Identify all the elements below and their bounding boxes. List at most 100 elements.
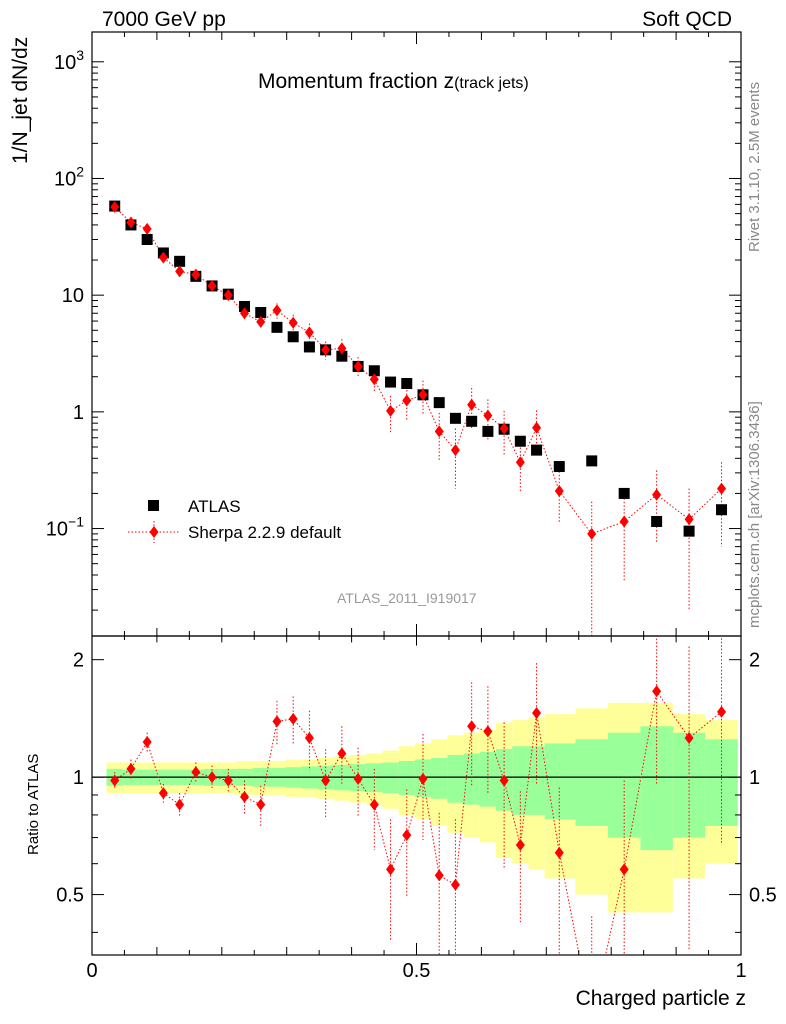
ratio-point: [499, 774, 509, 787]
ratio-point: [288, 712, 298, 725]
ratio-point: [207, 771, 217, 784]
band-stat-17: [382, 762, 399, 794]
ratio-point: [652, 685, 662, 698]
atlas-point: [466, 415, 478, 427]
atlas-point: [586, 455, 598, 467]
x-axis-label: Charged particle z: [575, 987, 746, 1010]
ratio-y-tick-label-left: 0.5: [56, 885, 84, 907]
atlas-point: [303, 341, 315, 353]
atlas-point: [287, 331, 299, 343]
sherpa-point: [717, 482, 727, 495]
ratio-uncertainty-bands: [106, 702, 738, 913]
ratio-point: [272, 715, 282, 728]
main-y-tick-label-base: 10: [46, 519, 68, 541]
main-series: [109, 200, 728, 636]
band-stat-26: [528, 746, 545, 815]
sherpa-point: [158, 251, 168, 264]
band-stat-16: [366, 763, 383, 793]
ratio-point: [450, 878, 460, 891]
band-stat-23: [479, 751, 497, 807]
sherpa-point: [499, 422, 509, 435]
ratio-point: [619, 863, 629, 876]
ratio-point: [467, 720, 477, 733]
x-tick-label: 0.5: [403, 960, 431, 982]
axis-ticks: [91, 32, 742, 955]
sherpa-point: [110, 200, 120, 213]
sherpa-point: [223, 289, 233, 302]
main-y-tick-label-exponent: 2: [76, 163, 84, 179]
ratio-point: [191, 766, 201, 779]
ratio-point: [587, 1013, 596, 1024]
band-stat-28: [575, 739, 608, 826]
sherpa-point: [554, 484, 564, 497]
sherpa-point: [386, 404, 396, 417]
band-stat-27: [544, 743, 576, 820]
sherpa-point: [337, 342, 347, 355]
sherpa-point: [126, 216, 136, 229]
ratio-y-axis-label: Ratio to ATLAS: [25, 753, 42, 855]
main-y-tick-label-exponent: 3: [76, 47, 84, 63]
sherpa-point: [369, 373, 379, 386]
sherpa-point: [418, 388, 428, 401]
sherpa-point: [483, 409, 493, 422]
ratio-point: [240, 790, 250, 803]
sherpa-point: [240, 307, 250, 320]
main-frame: [91, 31, 742, 637]
ratio-point: [483, 725, 493, 738]
main-y-tick-label-base: 10: [54, 168, 76, 190]
ratio-point: [369, 798, 379, 811]
atlas-point: [514, 435, 526, 447]
main-y-axis-label: 1/N_jet dN/dz: [9, 37, 33, 164]
ratio-y-tick-label-right: 0.5: [749, 885, 777, 907]
sherpa-point: [434, 425, 444, 438]
atlas-point: [449, 412, 461, 424]
main-y-tick-label-base: 10: [62, 285, 84, 307]
energy-label: 7000 GeV pp: [102, 8, 226, 31]
legend-sherpa-marker: [149, 526, 159, 538]
sherpa-point: [515, 456, 525, 469]
x-tick-label: 1: [735, 960, 746, 982]
ratio-point: [353, 772, 363, 785]
ratio-y-tick-label-left: 2: [73, 650, 84, 672]
band-stat-21: [447, 754, 464, 803]
sherpa-point: [684, 513, 694, 526]
ratio-point: [434, 869, 444, 882]
band-stat-18: [398, 760, 415, 795]
ratio-series: [110, 636, 727, 1024]
mcplots-label: mcplots.cern.ch [arXiv:1306.3436]: [746, 401, 763, 628]
sherpa-point: [191, 268, 201, 281]
main-y-tick-label-exponent: −1: [68, 514, 84, 530]
main-y-tick-label: 1: [73, 402, 84, 424]
rivet-version-label: Rivet 3.1.10, 2.5M events: [746, 81, 763, 252]
ratio-point: [386, 863, 396, 876]
band-stat-20: [431, 757, 448, 799]
ratio-point: [418, 772, 428, 785]
band-stat-31: [672, 732, 706, 838]
ratio-point: [110, 774, 120, 787]
atlas-point: [368, 365, 380, 377]
ratio-y-tick-label-right: 2: [749, 650, 760, 672]
main-y-tick-label: 103: [54, 47, 84, 74]
process-label: Soft QCD: [642, 8, 732, 31]
x-tick-label: 0: [86, 960, 97, 982]
main-y-tick-label: 10−1: [46, 514, 84, 541]
plot-title-main: Momentum fraction z: [258, 70, 455, 93]
atlas-point: [271, 321, 283, 333]
ratio-point: [158, 787, 168, 800]
atlas-point: [531, 444, 543, 456]
main-y-axis-label-text: 1/N_jet dN/dz: [9, 36, 32, 164]
atlas-point: [618, 487, 630, 499]
ratio-point: [717, 705, 727, 718]
band-stat-22: [463, 753, 480, 805]
ratio-point: [532, 707, 542, 720]
ratio-point: [321, 774, 331, 787]
legend-atlas-label: ATLAS: [188, 497, 241, 516]
sherpa-point: [467, 398, 477, 411]
legend-sherpa-label: Sherpa 2.2.9 default: [188, 523, 341, 542]
atlas-point: [553, 461, 565, 473]
ratio-y-tick-label-left: 1: [73, 767, 84, 789]
ratio-point: [256, 798, 266, 811]
sherpa-point: [304, 326, 314, 339]
band-stat-25: [512, 746, 529, 815]
